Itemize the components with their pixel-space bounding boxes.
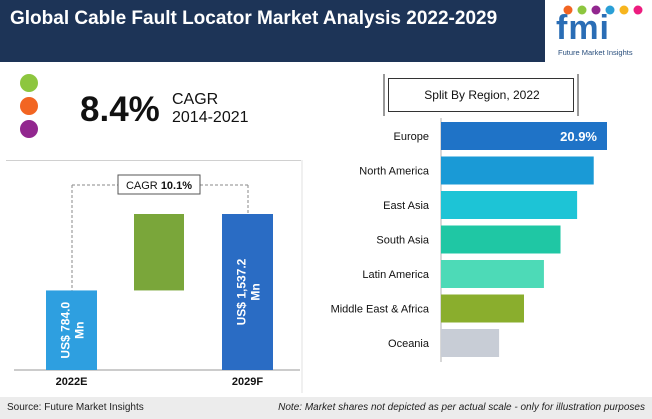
cagr-value: 8.4% [80,90,160,129]
footer-note: Note: Market shares not depicted as per … [278,402,645,413]
region-data-label: 20.9% [560,129,597,144]
purple-dot-icon [20,120,38,138]
region-bar-0 [441,122,607,150]
cagr-period: 2014-2021 [172,109,249,126]
region-bar-2 [441,191,578,219]
region-label: Europe [394,131,429,143]
logo-wordmark: fmi [556,9,610,47]
region-bar-3 [441,225,561,254]
region-chart-title: Split By Region, 2022 [424,88,540,102]
region-label: Oceania [388,338,430,350]
region-label: North America [359,166,430,178]
section-divider [6,160,301,161]
footer: Source: Future Market Insights Note: Mar… [0,397,652,419]
x-tick-label: 2022E [56,376,88,388]
region-label: South Asia [376,235,429,247]
market-bar-2029F [222,214,273,370]
x-tick-label: 2029F [232,376,263,388]
cagr-label: CAGR [172,91,219,108]
region-bar-6 [441,329,500,357]
cagr-badge [117,174,201,195]
market-bar-label: US$ 784.0Mn [59,302,87,359]
cagr-summary: 8.4% CAGR 2014-2021 [0,64,300,160]
logo-subtitle: Future Market Insights [558,48,633,57]
region-bar-4 [441,260,544,288]
orange-dot-icon [20,97,38,115]
market-bar-2022E [46,290,97,370]
header-band: Global Cable Fault Locator Market Analys… [0,0,545,62]
brand-logo: fmi Future Market Insights [552,3,650,59]
cagr-badge-text: CAGR 10.1% [126,180,192,192]
region-label: Latin America [362,269,430,281]
region-bar-5 [441,294,524,323]
region-chart-title-box: Split By Region, 2022 [388,78,574,112]
region-label: Middle East & Africa [331,304,430,316]
region-bar-1 [441,156,594,185]
market-bar-label: US$ 1,537.2Mn [235,258,263,325]
footer-source: Source: Future Market Insights [7,402,144,413]
increment-bar [134,214,184,291]
logo-icons [563,5,643,15]
green-dot-icon [20,74,38,92]
region-label: East Asia [383,200,430,212]
header-bar: Global Cable Fault Locator Market Analys… [0,0,652,62]
page-title: Global Cable Fault Locator Market Analys… [10,8,498,29]
